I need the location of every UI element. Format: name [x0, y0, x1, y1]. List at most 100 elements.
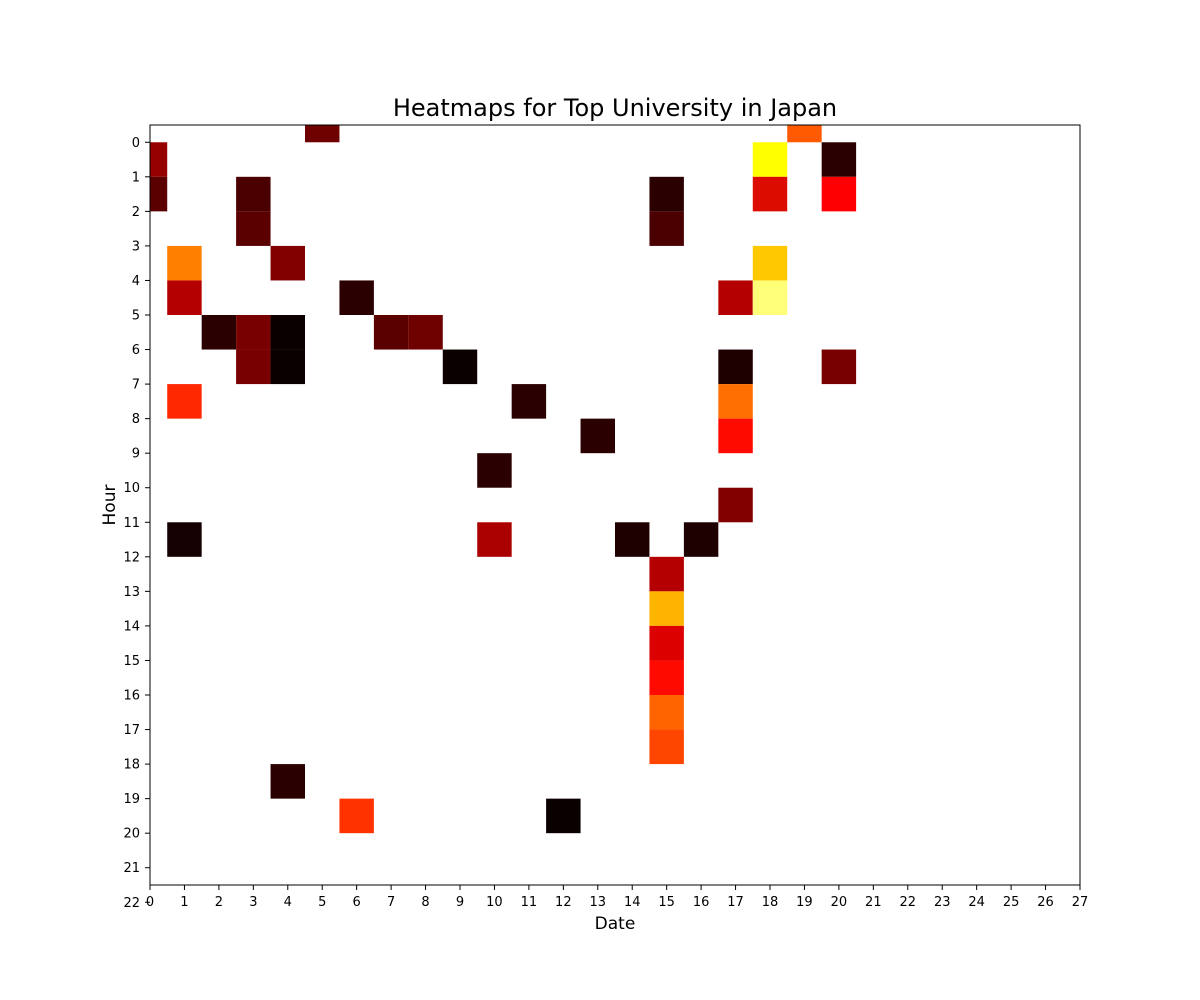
heatmap-cell — [236, 176, 271, 212]
y-tick-label: 18 — [123, 758, 140, 773]
y-tick-label: 21 — [123, 861, 140, 876]
x-tick-label: 8 — [421, 895, 429, 910]
heatmap-cell — [718, 384, 753, 419]
x-tick-label: 9 — [456, 895, 464, 910]
x-tick-label: 2 — [215, 895, 223, 910]
y-tick-label: 15 — [123, 654, 140, 669]
heatmap-cell — [718, 487, 753, 523]
heatmap-cell — [150, 142, 168, 177]
y-tick-label: 5 — [132, 309, 140, 324]
y-tick-label: 1 — [132, 170, 140, 185]
heatmap-cell — [150, 176, 168, 212]
x-tick-label: 15 — [658, 895, 675, 910]
heatmap-cell — [339, 280, 374, 315]
heatmap-cell — [167, 384, 202, 419]
x-axis-label: Date — [595, 914, 636, 934]
plot-frame — [149, 124, 1081, 886]
heatmap-cell — [339, 798, 374, 834]
heatmap-cell — [683, 522, 719, 557]
heatmap-cell — [236, 315, 271, 350]
x-tick-label: 11 — [521, 895, 538, 910]
heatmap-cell — [752, 176, 788, 212]
x-tick-label: 24 — [968, 895, 985, 910]
heatmap-cell — [270, 315, 305, 350]
x-tick-label: 5 — [318, 895, 326, 910]
heatmap-cell — [752, 245, 788, 281]
y-tick-label: 0 — [132, 136, 140, 151]
x-axis-ticks: 0 1 2 3 4 5 6 7 8 9 10 11 12 13 14 15 16 17 18 19 20 21 22 23 24… — [146, 885, 1088, 910]
x-tick-label: 17 — [727, 895, 744, 910]
heatmap-cell — [718, 418, 753, 454]
x-tick-label: 23 — [934, 895, 951, 910]
heatmap-cell — [718, 280, 753, 315]
y-tick-label: 6 — [132, 343, 140, 358]
heatmap-cell — [442, 349, 478, 385]
heatmap-cell — [752, 280, 788, 315]
heatmap-cell — [167, 280, 202, 315]
x-tick-label: 21 — [865, 895, 882, 910]
x-tick-label: 14 — [624, 895, 641, 910]
x-tick-label: 12 — [555, 895, 572, 910]
heatmap-cell — [615, 522, 650, 557]
x-tick-label: 13 — [590, 895, 607, 910]
y-tick-label: 14 — [123, 619, 140, 634]
heatmap-cell — [236, 349, 271, 385]
heatmap-cell — [649, 625, 684, 661]
y-tick-label: 13 — [123, 585, 140, 600]
heatmap-cell — [649, 176, 684, 212]
x-tick-label: 27 — [1072, 895, 1089, 910]
heatmap-cell — [821, 349, 857, 385]
heatmap-cell — [752, 142, 788, 177]
y-tick-label: 16 — [123, 689, 140, 704]
x-tick-label: 3 — [249, 895, 257, 910]
y-tick-label: 4 — [132, 274, 140, 289]
heatmap-cell — [649, 591, 684, 626]
heatmap-cell — [649, 211, 684, 246]
heatmap-cell — [167, 245, 202, 281]
x-tick-label: 22 — [900, 895, 917, 910]
heatmap-cell — [236, 211, 271, 246]
y-tick-label: 3 — [132, 239, 140, 254]
y-tick-label: 7 — [132, 378, 140, 393]
heatmap-cell — [201, 315, 237, 350]
heatmap-cell — [408, 315, 443, 350]
heatmap-cell — [373, 315, 409, 350]
heatmap-cell — [511, 384, 547, 419]
chart-title: Heatmaps for Top University in Japan — [393, 94, 837, 122]
heatmap-cell — [305, 125, 340, 143]
x-tick-label: 26 — [1037, 895, 1054, 910]
heatmap-cell — [477, 453, 512, 488]
x-tick-label: 19 — [796, 895, 813, 910]
x-tick-label: 4 — [284, 895, 292, 910]
y-tick-label: 8 — [132, 412, 140, 427]
heatmap-cell — [649, 729, 684, 765]
heatmap-cell — [167, 522, 202, 557]
y-tick-label: 22 — [123, 896, 140, 911]
heatmap-cell — [821, 176, 857, 212]
heatmap-cell — [649, 660, 684, 695]
heatmap-cell — [580, 418, 615, 454]
x-tick-label: 1 — [180, 895, 188, 910]
y-tick-label: 2 — [132, 205, 140, 220]
heatmap-cells — [150, 125, 857, 834]
x-tick-label: 16 — [693, 895, 710, 910]
heatmap-cell — [649, 556, 684, 592]
y-axis-label: Hour — [100, 485, 120, 526]
y-tick-label: 19 — [123, 792, 140, 807]
x-tick-label: 18 — [762, 895, 779, 910]
heatmap-cell — [718, 349, 753, 385]
x-tick-label: 7 — [387, 895, 395, 910]
heatmap-cell — [270, 764, 305, 799]
heatmap-cell — [270, 349, 305, 385]
heatmap-cell — [649, 695, 684, 730]
x-tick-label: 25 — [1003, 895, 1020, 910]
x-tick-label: 10 — [486, 895, 503, 910]
x-tick-label: 6 — [353, 895, 361, 910]
y-tick-label: 10 — [123, 481, 140, 496]
y-tick-label: 17 — [123, 723, 140, 738]
y-tick-label: 11 — [123, 516, 140, 531]
heatmap-cell — [270, 245, 305, 281]
